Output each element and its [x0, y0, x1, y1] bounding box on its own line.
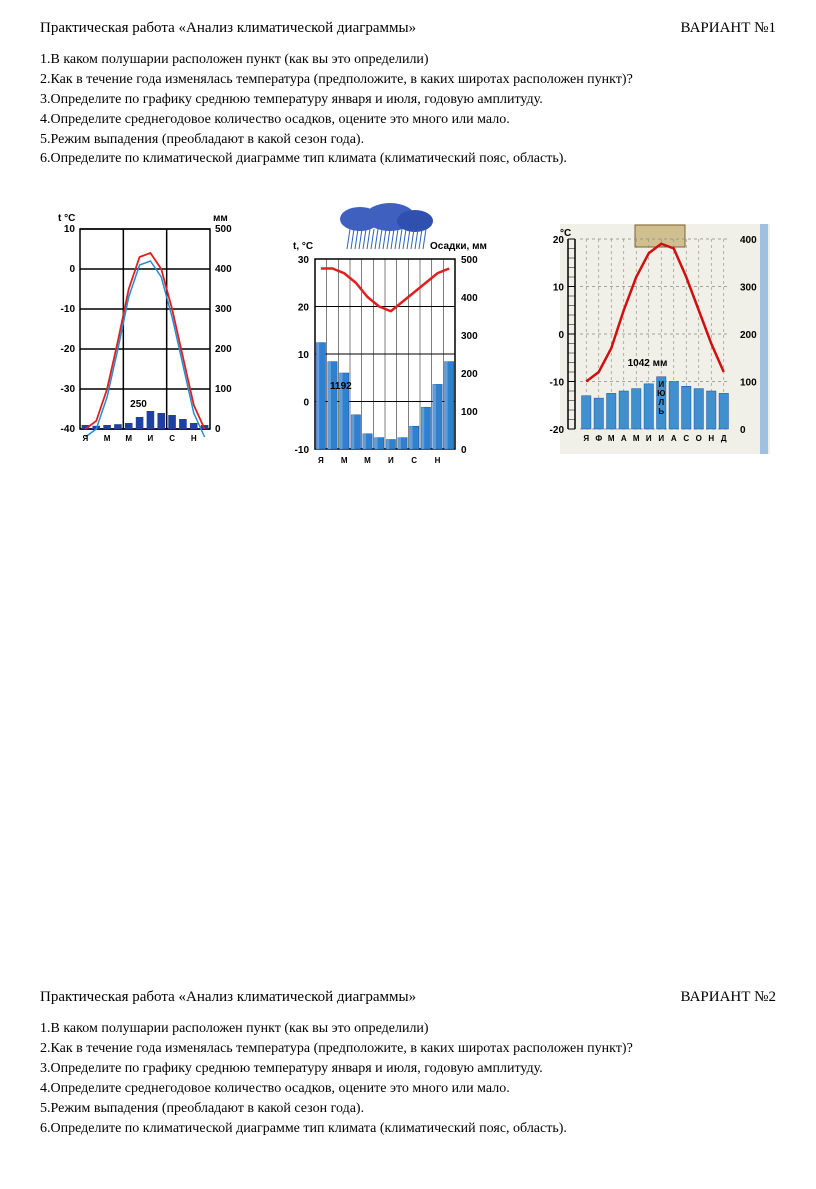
svg-text:Н: Н	[191, 434, 197, 443]
q2-4: 4.Определите среднегодовое количество ос…	[40, 1080, 776, 1099]
chart-3: 20100-10-20°C4003002001000ИЮЛЬ1042 ммЯФМ…	[530, 199, 770, 469]
svg-text:С: С	[683, 434, 689, 443]
svg-text:М: М	[608, 434, 615, 443]
svg-text:0: 0	[215, 424, 221, 435]
svg-text:-10: -10	[61, 304, 76, 315]
chart-2-svg: t, °CОсадки, мм3020100-10500400300200100…	[270, 199, 500, 489]
svg-text:Ф: Ф	[595, 434, 602, 443]
svg-text:10: 10	[553, 283, 565, 294]
variant-2: ВАРИАНТ №2	[681, 989, 776, 1006]
svg-text:500: 500	[215, 224, 232, 235]
q2-1: 1.В каком полушарии расположен пункт (ка…	[40, 1020, 776, 1039]
svg-text:1192: 1192	[330, 381, 352, 392]
chart-2: t, °CОсадки, мм3020100-10500400300200100…	[270, 199, 500, 489]
title-2: Практическая работа «Анализ климатическо…	[40, 989, 416, 1006]
svg-text:-20: -20	[61, 344, 76, 355]
svg-text:300: 300	[461, 331, 478, 342]
title-1: Практическая работа «Анализ климатическо…	[40, 20, 416, 37]
svg-text:Н: Н	[708, 434, 714, 443]
svg-text:-10: -10	[550, 378, 565, 389]
svg-text:0: 0	[69, 264, 75, 275]
svg-text:И: И	[658, 380, 664, 389]
svg-text:-10: -10	[295, 445, 310, 456]
svg-text:А: А	[621, 434, 627, 443]
q1-2: 2.Как в течение года изменялась температ…	[40, 71, 776, 90]
svg-text:М: М	[104, 434, 111, 443]
questions-1: 1.В каком полушарии расположен пункт (ка…	[40, 51, 776, 169]
svg-text:М: М	[125, 434, 132, 443]
svg-text:-30: -30	[61, 384, 76, 395]
chart-1-svg: 100-10-20-30-405004003002001000t °Cмм250…	[40, 199, 240, 459]
questions-2: 1.В каком полушарии расположен пункт (ка…	[40, 1020, 776, 1138]
svg-text:-40: -40	[61, 424, 76, 435]
svg-text:200: 200	[461, 369, 478, 380]
svg-text:0: 0	[303, 398, 309, 409]
svg-text:М: М	[633, 434, 640, 443]
q1-3: 3.Определите по графику среднюю температ…	[40, 91, 776, 110]
svg-text:400: 400	[215, 264, 232, 275]
svg-text:Я: Я	[318, 456, 324, 465]
q1-5: 5.Режим выпадения (преобладают в какой с…	[40, 131, 776, 150]
svg-text:°C: °C	[560, 228, 571, 239]
svg-text:250: 250	[130, 399, 147, 410]
variant-1: ВАРИАНТ №1	[681, 20, 776, 37]
svg-text:10: 10	[298, 350, 310, 361]
svg-text:М: М	[364, 456, 371, 465]
q1-4: 4.Определите среднегодовое количество ос…	[40, 111, 776, 130]
svg-text:А: А	[671, 434, 677, 443]
svg-text:t, °C: t, °C	[293, 241, 313, 252]
svg-text:И: И	[148, 434, 154, 443]
svg-text:300: 300	[215, 304, 232, 315]
svg-text:0: 0	[740, 425, 746, 436]
svg-text:100: 100	[461, 407, 478, 418]
svg-text:Я: Я	[583, 434, 589, 443]
svg-text:Н: Н	[435, 456, 441, 465]
q2-5: 5.Режим выпадения (преобладают в какой с…	[40, 1100, 776, 1119]
svg-text:200: 200	[215, 344, 232, 355]
svg-text:Ь: Ь	[658, 407, 664, 416]
q2-2: 2.Как в течение года изменялась температ…	[40, 1040, 776, 1059]
svg-text:мм: мм	[213, 213, 228, 224]
header-2: Практическая работа «Анализ климатическо…	[40, 989, 776, 1006]
svg-text:М: М	[341, 456, 348, 465]
q2-6: 6.Определите по климатической диаграмме …	[40, 1120, 776, 1139]
svg-text:И: И	[388, 456, 394, 465]
svg-text:0: 0	[558, 330, 564, 341]
header-1: Практическая работа «Анализ климатическо…	[40, 20, 776, 37]
svg-text:С: С	[411, 456, 417, 465]
svg-text:t °C: t °C	[58, 213, 75, 224]
svg-text:500: 500	[461, 255, 478, 266]
svg-text:Д: Д	[721, 434, 727, 443]
svg-text:Я: Я	[83, 434, 89, 443]
svg-text:Осадки, мм: Осадки, мм	[430, 241, 487, 252]
svg-text:О: О	[696, 434, 702, 443]
q1-6: 6.Определите по климатической диаграмме …	[40, 150, 776, 169]
charts-row: 100-10-20-30-405004003002001000t °Cмм250…	[40, 199, 776, 489]
svg-text:-20: -20	[550, 425, 565, 436]
chart-1: 100-10-20-30-405004003002001000t °Cмм250…	[40, 199, 240, 459]
svg-text:20: 20	[298, 303, 310, 314]
svg-text:400: 400	[461, 293, 478, 304]
svg-text:1042 мм: 1042 мм	[628, 358, 668, 369]
chart-3-svg: 20100-10-20°C4003002001000ИЮЛЬ1042 ммЯФМ…	[530, 199, 770, 469]
svg-text:И: И	[658, 434, 664, 443]
svg-text:100: 100	[215, 384, 232, 395]
svg-text:200: 200	[740, 330, 757, 341]
svg-text:0: 0	[461, 445, 467, 456]
svg-text:С: С	[169, 434, 175, 443]
q1-1: 1.В каком полушарии расположен пункт (ка…	[40, 51, 776, 70]
svg-text:Ю: Ю	[657, 389, 665, 398]
svg-text:100: 100	[740, 378, 757, 389]
svg-text:400: 400	[740, 235, 757, 246]
svg-text:И: И	[646, 434, 652, 443]
svg-text:Л: Л	[658, 398, 664, 407]
svg-text:10: 10	[64, 224, 76, 235]
svg-text:300: 300	[740, 283, 757, 294]
svg-text:30: 30	[298, 255, 310, 266]
q2-3: 3.Определите по графику среднюю температ…	[40, 1060, 776, 1079]
